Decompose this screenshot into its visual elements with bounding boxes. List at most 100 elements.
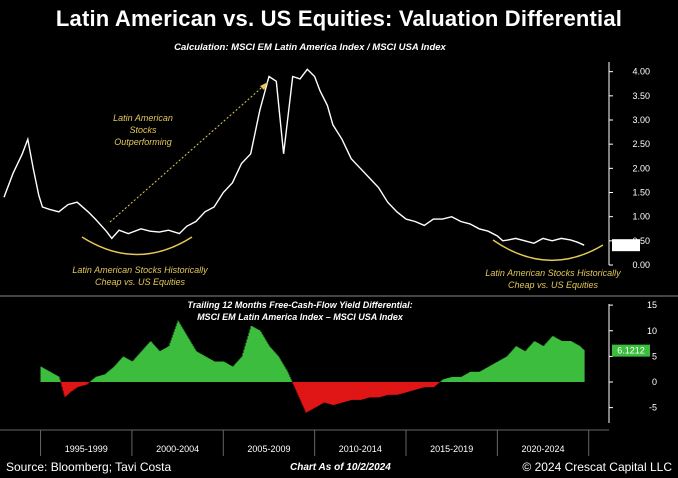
fcf-negative-bar <box>429 382 431 388</box>
fcf-positive-bar <box>124 357 126 382</box>
fcf-positive-bar <box>443 379 445 382</box>
upper-y-tick-label: 1.00 <box>632 212 650 222</box>
fcf-negative-bar <box>294 382 296 389</box>
fcf-positive-bar <box>171 337 173 382</box>
fcf-negative-bar <box>357 382 359 400</box>
fcf-positive-bar <box>177 320 179 382</box>
fcf-negative-bar <box>367 382 369 398</box>
fcf-positive-bar <box>564 341 566 382</box>
fcf-positive-bar <box>470 371 472 383</box>
fcf-positive-bar <box>209 358 211 382</box>
fcf-positive-bar <box>461 376 463 382</box>
fcf-positive-bar <box>117 362 119 382</box>
fcf-positive-bar <box>194 349 196 382</box>
fcf-positive-bar <box>211 360 213 382</box>
fcf-negative-bar <box>86 382 88 385</box>
fcf-positive-bar <box>526 349 528 382</box>
upper-y-tick-label: 0.00 <box>632 260 650 270</box>
cheap-annotation-right: Cheap vs. US Equities <box>508 280 599 290</box>
fcf-negative-bar <box>356 382 358 400</box>
fcf-positive-bar <box>463 375 465 382</box>
fcf-positive-bar <box>280 360 282 382</box>
fcf-positive-bar <box>255 328 257 382</box>
outperforming-arrowhead <box>260 82 268 90</box>
chart-date-label: Chart As of 10/2/2024 <box>290 462 391 473</box>
fcf-positive-bar <box>164 348 166 382</box>
fcf-positive-bar <box>548 340 550 382</box>
fcf-negative-bar <box>339 382 341 404</box>
cheap-annotation-right: Latin American Stocks Historically <box>485 268 621 278</box>
fcf-negative-bar <box>343 382 345 403</box>
fcf-positive-bar <box>446 378 448 382</box>
fcf-positive-bar <box>178 322 180 382</box>
fcf-positive-bar <box>458 376 460 382</box>
fcf-positive-bar <box>247 336 249 382</box>
fcf-positive-bar <box>519 348 521 382</box>
fcf-positive-bar <box>530 344 532 382</box>
fcf-negative-bar <box>384 382 386 396</box>
fcf-positive-bar <box>486 367 488 382</box>
fcf-positive-bar <box>495 362 497 382</box>
fcf-positive-bar <box>131 361 133 382</box>
fcf-positive-bar <box>48 371 50 382</box>
fcf-positive-bar <box>149 341 151 382</box>
fcf-positive-bar <box>479 371 481 382</box>
fcf-negative-bar <box>82 382 84 386</box>
fcf-positive-bar <box>527 348 529 382</box>
fcf-negative-bar <box>422 382 424 388</box>
fcf-positive-bar <box>274 352 276 382</box>
fcf-negative-bar <box>323 382 325 403</box>
fcf-positive-bar <box>578 345 580 382</box>
fcf-negative-bar <box>305 382 307 413</box>
fcf-negative-bar <box>406 382 408 393</box>
outperforming-arrow <box>109 81 269 223</box>
fcf-negative-bar <box>403 382 405 393</box>
upper-y-tick-label: 3.00 <box>632 115 650 125</box>
fcf-negative-bar <box>324 382 326 403</box>
fcf-negative-bar <box>391 382 393 395</box>
fcf-negative-bar <box>412 382 414 391</box>
outperforming-annotation: Stocks <box>129 125 157 135</box>
fcf-negative-bar <box>334 382 336 405</box>
fcf-negative-bar <box>62 382 64 391</box>
fcf-positive-bar <box>240 357 242 382</box>
fcf-positive-bar <box>583 350 585 382</box>
fcf-negative-bar <box>363 382 365 399</box>
fcf-positive-bar <box>97 376 99 382</box>
fcf-negative-bar <box>327 382 329 404</box>
fcf-negative-bar <box>355 382 357 400</box>
fcf-positive-bar <box>55 375 57 382</box>
fcf-positive-bar <box>276 354 278 382</box>
fcf-positive-bar <box>503 358 505 382</box>
fcf-negative-bar <box>408 382 410 392</box>
fcf-positive-bar <box>229 365 231 382</box>
fcf-negative-bar <box>79 382 81 387</box>
fcf-positive-bar <box>537 343 539 382</box>
fcf-positive-bar <box>192 345 194 382</box>
fcf-positive-bar <box>58 376 60 382</box>
fcf-positive-bar <box>455 376 457 382</box>
fcf-positive-bar <box>42 367 44 382</box>
fcf-positive-bar <box>172 334 174 382</box>
fcf-negative-bar <box>316 382 318 407</box>
fcf-negative-bar <box>68 382 70 394</box>
fcf-positive-bar <box>46 370 48 382</box>
fcf-negative-bar <box>416 382 418 390</box>
fcf-negative-bar <box>366 382 368 399</box>
fcf-positive-bar <box>499 360 501 382</box>
fcf-positive-bar <box>215 361 217 382</box>
fcf-positive-bar <box>447 378 449 382</box>
fcf-positive-bar <box>141 350 143 382</box>
fcf-positive-bar <box>531 343 533 382</box>
fcf-negative-bar <box>60 382 62 384</box>
fcf-negative-bar <box>64 382 66 398</box>
fcf-positive-bar <box>49 371 51 382</box>
fcf-negative-bar <box>436 382 438 385</box>
fcf-positive-bar <box>261 333 263 382</box>
fcf-positive-bar <box>290 379 292 382</box>
fcf-negative-bar <box>378 382 380 398</box>
fcf-positive-bar <box>147 344 149 382</box>
fcf-positive-bar <box>275 353 277 382</box>
fcf-positive-bar <box>568 341 570 382</box>
fcf-negative-bar <box>321 382 323 404</box>
